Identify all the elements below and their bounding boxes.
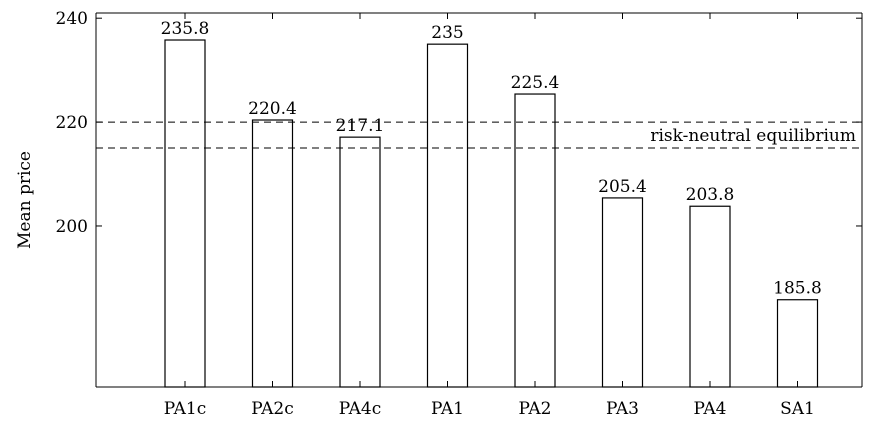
- data-label-pa2: 225.4: [511, 73, 560, 93]
- data-label-pa1: 235: [431, 23, 463, 43]
- y-tick-label-240: 240: [56, 9, 88, 29]
- data-label-sa1: 185.8: [773, 279, 822, 299]
- bar-pa3: [601, 197, 644, 388]
- y-tick-label-220: 220: [56, 113, 88, 133]
- bar-sa1: [776, 299, 819, 388]
- x-tick-label-pa2c: PA2c: [251, 399, 294, 419]
- data-labels-layer: 235.8 220.4 217.1 235 225.4 205.4 203.8 185.8: [161, 19, 822, 299]
- bar-pa2c: [251, 119, 294, 388]
- data-label-pa3: 205.4: [598, 177, 647, 197]
- x-tick-label-pa2: PA2: [519, 399, 552, 419]
- reference-lines-layer: [96, 121, 862, 149]
- x-tick-label-pa1c: PA1c: [164, 399, 207, 419]
- risk-neutral-annotation: risk-neutral equilibrium: [650, 126, 856, 146]
- bar-pa4: [689, 205, 731, 388]
- bar-pa4c: [339, 136, 381, 388]
- bars-layer: [164, 39, 819, 388]
- x-tick-label-pa4: PA4: [694, 399, 727, 419]
- x-tick-label-pa4c: PA4c: [339, 399, 382, 419]
- x-tick-label-pa1: PA1: [431, 399, 464, 419]
- data-label-pa2c: 220.4: [248, 99, 297, 119]
- y-axis-title: Mean price: [15, 151, 35, 249]
- y-tick-label-200: 200: [56, 217, 88, 237]
- axes-layer: 200 220 240 PA1c PA2c PA4c PA1 PA2 PA3 PA4 SA1: [56, 9, 863, 419]
- data-label-pa1c: 235.8: [161, 19, 210, 39]
- bar-pa2: [514, 93, 556, 388]
- bar-pa1: [426, 43, 469, 388]
- data-label-pa4c: 217.1: [336, 116, 385, 136]
- x-tick-label-sa1: SA1: [780, 399, 815, 419]
- x-tick-label-pa3: PA3: [606, 399, 639, 419]
- bar-pa1c: [164, 39, 206, 388]
- data-label-pa4: 203.8: [686, 185, 735, 205]
